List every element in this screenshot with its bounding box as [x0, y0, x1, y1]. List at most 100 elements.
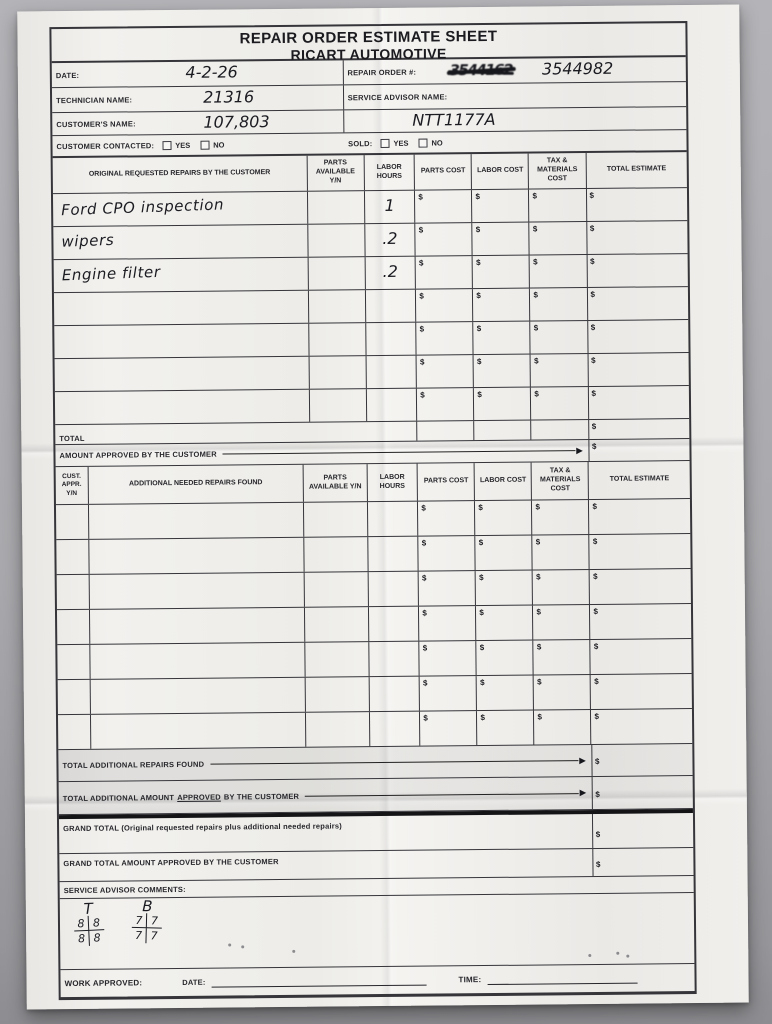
- total-parts-cost-cell: [416, 421, 474, 441]
- parts-available-cell: [303, 502, 367, 537]
- dollar-sign: $: [534, 389, 539, 399]
- total-estimate-cell: $: [588, 534, 691, 570]
- parts-available-cell: [306, 191, 364, 224]
- labor-cost-cell: $: [473, 387, 531, 421]
- tax-materials-cost-cell: $: [532, 570, 590, 605]
- labor-hours-cell: .2: [363, 223, 415, 257]
- parts-available-handwritten: [308, 229, 364, 230]
- tax-materials-cost-cell: $: [532, 605, 590, 640]
- labor-cost-cell: $: [472, 321, 530, 355]
- labor-cost-cell: $: [472, 354, 531, 388]
- repair-order-label: REPAIR ORDER #:: [347, 67, 417, 77]
- dollar-sign: $: [418, 258, 424, 268]
- parts-available-handwritten: [309, 361, 365, 362]
- dollar-sign: $: [591, 441, 597, 451]
- vehicle-stock-handwritten: NTT1177A: [412, 109, 496, 130]
- dollar-sign: $: [594, 676, 599, 686]
- labor-cost-cell: $: [475, 605, 533, 641]
- labor-hours-cell: [364, 289, 416, 323]
- parts-available-handwritten: [308, 196, 364, 197]
- dollar-sign: $: [421, 573, 427, 583]
- parts-available-cell: [307, 323, 366, 356]
- header-labor-hours: LABOR HOURS: [366, 463, 418, 502]
- labor-cost-cell: $: [474, 535, 533, 571]
- customer-contacted-no-checkbox: [200, 140, 210, 150]
- header-labor-cost: LABOR COST: [471, 153, 529, 190]
- header-parts-cost: PARTS COST: [416, 463, 475, 501]
- parts-cost-cell: $: [415, 355, 474, 388]
- labor-cost-cell: $: [475, 570, 533, 606]
- technician-label: TECHNICIAN NAME:: [56, 94, 133, 105]
- arrow-line: ►: [210, 755, 588, 767]
- header-total-estimate: TOTAL ESTIMATE: [585, 152, 687, 189]
- tax-materials-cost-cell: $: [529, 354, 588, 387]
- pen-mark: [626, 954, 630, 958]
- dollar-sign: $: [532, 224, 538, 234]
- labor-hours-cell: [367, 606, 419, 642]
- dollar-sign: $: [477, 390, 482, 400]
- dollar-sign: $: [475, 192, 480, 202]
- repair-description-cell: wipers: [53, 225, 307, 259]
- parts-available-cell: [304, 642, 369, 677]
- parts-cost-cell: $: [415, 322, 473, 355]
- dollar-sign: $: [478, 503, 483, 513]
- sold-no-checkbox: [418, 138, 428, 148]
- labor-hours-cell: [365, 388, 417, 422]
- labor-hours-cell: .2: [364, 256, 416, 290]
- labor-hours-handwritten: .2: [382, 261, 398, 281]
- dollar-sign: $: [480, 678, 485, 688]
- parts-cost-cell: $: [417, 571, 476, 606]
- tax-materials-cost-cell: $: [531, 535, 590, 570]
- parts-cost-cell: $: [418, 606, 476, 641]
- grand-total-cash-cell: $: [591, 813, 694, 849]
- labor-hours-cell: [368, 711, 420, 747]
- repair-description-handwritten: wipers: [61, 230, 115, 251]
- repair-description-cell: Ford CPO inspection: [53, 192, 307, 226]
- parts-cost-cell: $: [418, 676, 477, 711]
- header-labor-hours: LABOR HOURS: [363, 154, 415, 191]
- dollar-sign: $: [590, 322, 596, 332]
- repair-order-form: REPAIR ORDER ESTIMATE SHEET RICART AUTOM…: [49, 21, 697, 1001]
- parts-available-cell: [308, 356, 366, 389]
- dollar-sign: $: [594, 756, 600, 766]
- dollar-sign: $: [591, 421, 597, 431]
- total-estimate-cell: $: [587, 386, 690, 420]
- customer-contacted-yes-checkbox: [162, 140, 172, 150]
- tax-materials-cost-cell: $: [530, 387, 588, 420]
- dollar-sign: $: [592, 501, 597, 511]
- total-estimate-cell: $: [588, 499, 691, 535]
- dollar-sign: $: [423, 713, 428, 723]
- header-cust-appr: CUST. APPR. Y/N: [61, 473, 82, 497]
- dollar-sign: $: [533, 257, 538, 267]
- time-signature-line: [487, 972, 638, 986]
- dollar-sign: $: [591, 355, 596, 365]
- dollar-sign: $: [478, 538, 484, 548]
- customer-contacted-label: CUSTOMER CONTACTED:: [56, 140, 155, 151]
- original-repairs-rows: Ford CPO inspection 1 $ $ $ $ wipers .2 $ $ $ $ Engi…: [52, 188, 690, 426]
- dollar-sign: $: [420, 390, 425, 400]
- dollar-sign: $: [419, 291, 424, 301]
- arrow-line: ►: [305, 787, 588, 799]
- date-value-handwritten: 4-2-26: [185, 62, 238, 82]
- grand-total-approved-label: GRAND TOTAL AMOUNT APPROVED BY THE CUSTO…: [63, 857, 279, 869]
- customer-contacted-no-label: NO: [213, 140, 225, 150]
- parts-cost-cell: $: [414, 190, 472, 223]
- arrow-line: ►: [222, 445, 585, 457]
- tax-materials-cost-cell: $: [532, 640, 591, 675]
- dollar-sign: $: [535, 502, 540, 512]
- pen-mark: [241, 945, 245, 949]
- labor-hours-cell: 1: [363, 190, 415, 224]
- dollar-sign: $: [533, 323, 539, 333]
- parts-cost-cell: $: [418, 641, 477, 676]
- parts-cost-cell: $: [414, 223, 472, 256]
- labor-hours-cell: [367, 641, 419, 677]
- parts-available-handwritten: [309, 295, 365, 296]
- tread-position-label: T: [83, 899, 94, 919]
- dollar-sign: $: [422, 678, 428, 688]
- customer-name-label: CUSTOMER'S NAME:: [56, 118, 136, 129]
- total-estimate-cell: $: [589, 604, 692, 640]
- parts-available-cell: [306, 224, 365, 257]
- dollar-sign: $: [422, 643, 428, 653]
